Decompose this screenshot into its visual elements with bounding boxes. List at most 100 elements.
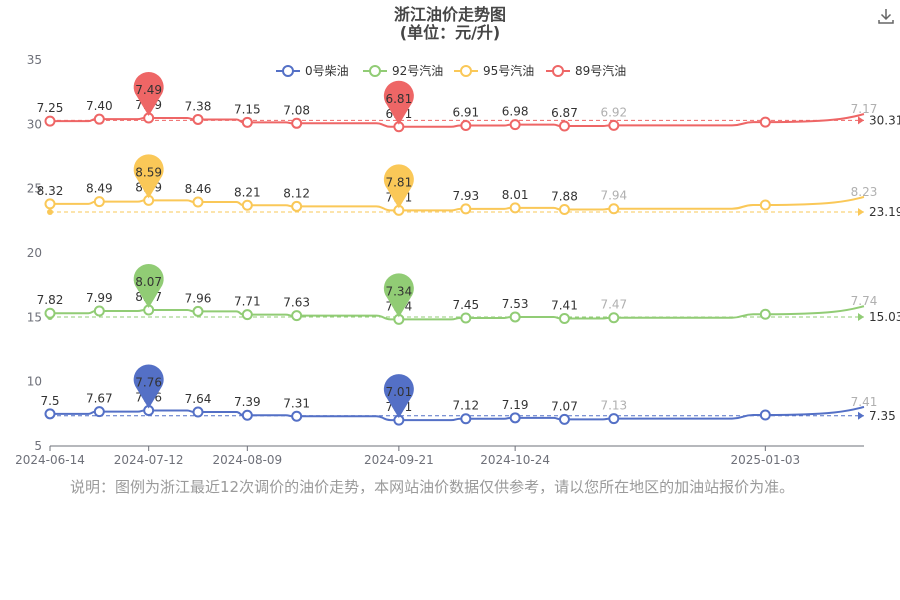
data-point: [558, 120, 570, 132]
y-tick-label: 35: [27, 53, 42, 67]
average-end-arrow: [858, 312, 864, 321]
legend-item-2[interactable]: 95号汽油: [454, 63, 534, 78]
average-end-arrow: [858, 411, 864, 420]
x-tick-label: 2024-06-14: [15, 453, 85, 467]
chart-legend[interactable]: 0号柴油 92号汽油 95号汽油 89号汽油: [276, 63, 626, 78]
data-point: [93, 196, 105, 208]
data-label: 7.08: [283, 103, 310, 117]
data-point: [460, 413, 472, 425]
data-label: 8.12: [283, 186, 310, 200]
data-label: 7.71: [234, 295, 261, 309]
data-point: [759, 409, 771, 421]
data-label: 8.01: [502, 188, 529, 202]
data-point: [44, 408, 56, 420]
y-tick-label: 25: [27, 182, 42, 196]
data-label: 7.47: [600, 298, 627, 312]
data-label: 7.17: [851, 102, 878, 116]
pin-label: 7.76: [135, 375, 162, 389]
data-label: 7.94: [600, 189, 627, 203]
data-label: 8.32: [37, 184, 64, 198]
series-1: 15.03 7.82 7.99 8.07 7.96 7.71 7.63 7.34 7.45 7.5…: [37, 263, 900, 325]
data-label: 8.23: [851, 185, 878, 199]
data-point: [509, 311, 521, 323]
x-tick-label: 2024-09-21: [364, 453, 434, 467]
data-point: [291, 117, 303, 129]
series-3: 30.31 7.25 7.40 7.49 7.38 7.15 7.08 6.81 6.91 6.9…: [37, 72, 900, 133]
x-tick-label: 2024-07-12: [114, 453, 184, 467]
data-point: [608, 312, 620, 324]
y-tick-label: 10: [27, 375, 42, 389]
data-label: 7.63: [283, 296, 310, 310]
average-label: 7.35: [869, 409, 896, 423]
data-label: 7.64: [185, 392, 212, 406]
series-layer: 7.35 7.5 7.67 7.76 7.64 7.39 7.31 7.01 7.12 7.19 7…: [37, 72, 900, 426]
data-label: 6.87: [551, 106, 578, 120]
y-tick-label: 5: [34, 439, 42, 453]
y-tick-label: 15: [27, 310, 42, 324]
chart-axes: 5 10 15 20 25 30 35 2024-06-14 2024-07-12 2024-08…: [15, 53, 864, 467]
data-label: 7.82: [37, 293, 64, 307]
data-label: 7.67: [86, 392, 113, 406]
pin-shape: [133, 364, 164, 409]
data-label: 6.98: [502, 105, 529, 119]
legend-label: 0号柴油: [305, 64, 349, 78]
max-pin: 8.07: [133, 263, 164, 308]
average-end-arrow: [858, 207, 864, 216]
max-pin: 7.49: [133, 72, 164, 117]
data-label: 8.21: [234, 185, 261, 199]
data-label: 8.49: [86, 182, 113, 196]
data-point: [558, 204, 570, 216]
legend-item-0[interactable]: 0号柴油: [276, 64, 349, 78]
series-line: [50, 305, 865, 321]
average-end-arrow: [858, 116, 864, 125]
data-label: 7.99: [86, 291, 113, 305]
series-line: [50, 113, 865, 128]
pin-shape: [383, 80, 414, 125]
download-icon[interactable]: [876, 6, 896, 26]
legend-label: 89号汽油: [575, 63, 626, 78]
data-label: 7.53: [502, 297, 529, 311]
data-point: [192, 305, 204, 317]
data-label: 7.93: [452, 189, 479, 203]
pin-label: 7.34: [385, 284, 412, 298]
y-tick-label: 20: [27, 246, 42, 260]
data-point: [241, 199, 253, 211]
min-pin: 7.01: [383, 374, 414, 419]
min-pin: 7.34: [383, 273, 414, 318]
data-point: [460, 312, 472, 324]
data-point: [509, 119, 521, 131]
data-label: 7.40: [86, 99, 113, 113]
data-point: [509, 412, 521, 424]
data-point: [291, 410, 303, 422]
data-point: [241, 116, 253, 128]
average-start-marker: [47, 208, 53, 215]
data-point: [509, 202, 521, 214]
data-point: [44, 115, 56, 127]
pin-shape: [133, 263, 164, 308]
legend-label: 92号汽油: [392, 63, 443, 78]
data-label: 7.74: [851, 294, 878, 308]
legend-item-1[interactable]: 92号汽油: [363, 63, 443, 78]
data-point: [241, 409, 253, 421]
data-point: [93, 113, 105, 125]
legend-marker: [369, 65, 381, 77]
x-tick-label: 2025-01-03: [730, 453, 800, 467]
pin-label: 7.81: [385, 175, 412, 189]
data-point: [608, 413, 620, 425]
legend-marker: [460, 65, 472, 77]
data-point: [192, 196, 204, 208]
data-point: [241, 309, 253, 321]
data-point: [192, 406, 204, 418]
pin-label: 6.81: [385, 92, 412, 106]
data-label: 7.45: [452, 298, 479, 312]
data-label: 7.12: [452, 399, 479, 413]
legend-item-3[interactable]: 89号汽油: [546, 63, 626, 78]
series-2: 23.19 8.32 8.49 8.59 8.46 8.21 8.12 7.81 7.93 8.0…: [37, 154, 900, 219]
data-point: [608, 119, 620, 131]
data-point: [608, 203, 620, 215]
data-point: [759, 116, 771, 128]
legend-marker: [282, 65, 294, 77]
average-label: 23.19: [869, 205, 900, 219]
pin-shape: [133, 154, 164, 199]
